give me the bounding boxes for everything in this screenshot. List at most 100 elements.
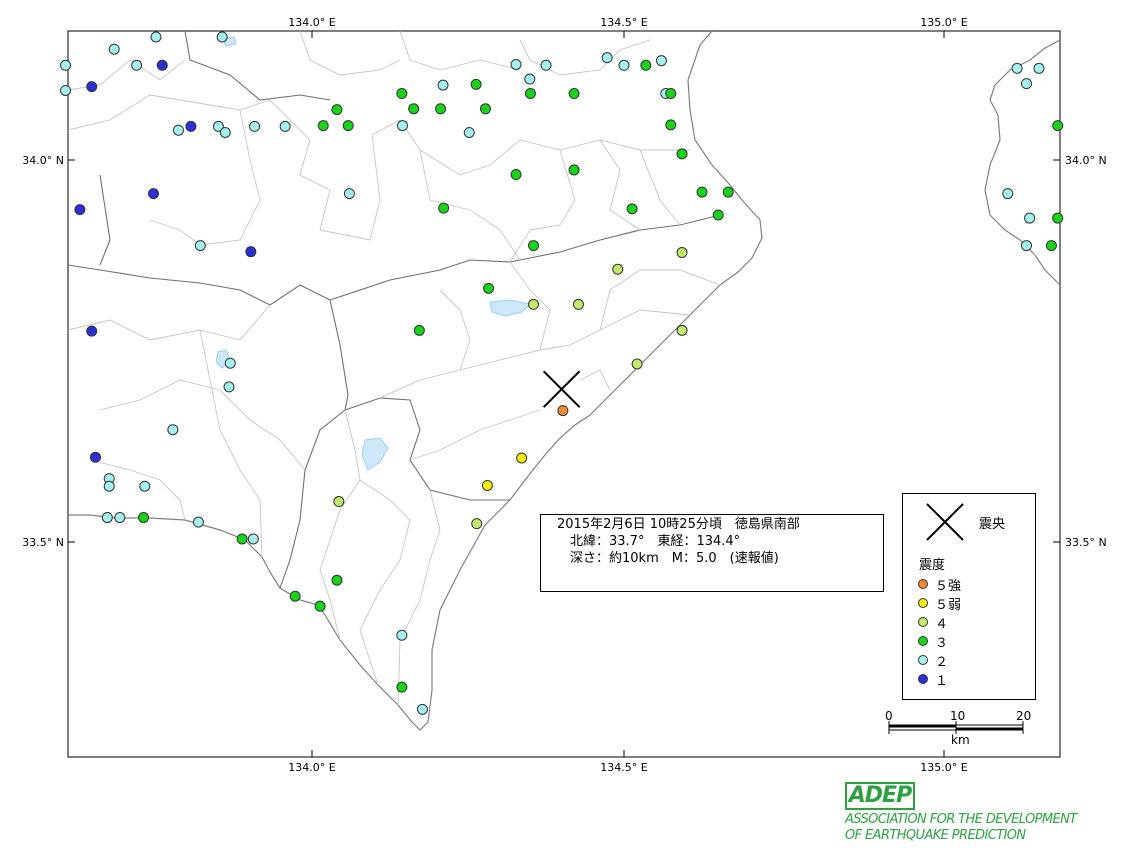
station-marker-intensity-1 <box>74 204 86 216</box>
epicenter-marker <box>542 370 581 408</box>
scale-unit: km <box>951 733 970 747</box>
intensity-dot-icon <box>918 579 928 589</box>
epicenter-legend-icon <box>926 503 964 541</box>
scale-tick-20: 20 <box>1016 709 1032 723</box>
adep-name-line2: OF EARTHQUAKE PREDICTION <box>845 828 1026 843</box>
adep-logo: ADEP <box>845 782 915 810</box>
intensity-dot-icon <box>918 598 928 608</box>
legend-label: ５強 <box>935 578 962 594</box>
legend-label: １ <box>935 673 949 689</box>
info-datetime-region: 2015年2月6日 10時25分頃 徳島県南部 <box>557 517 800 532</box>
station-marker-intensity-2 <box>1020 78 1032 90</box>
station-marker-intensity-2 <box>103 480 115 492</box>
station-marker-intensity-2 <box>60 84 72 96</box>
legend-item-4: ４ <box>918 614 949 632</box>
station-marker-intensity-3 <box>676 148 688 160</box>
station-marker-intensity-3 <box>722 186 734 198</box>
station-marker-intensity-2 <box>101 512 113 524</box>
station-marker-intensity-3 <box>435 103 447 115</box>
station-marker-intensity-2 <box>1024 212 1036 224</box>
station-marker-intensity-4 <box>676 324 688 336</box>
station-marker-intensity-1 <box>86 81 98 93</box>
station-marker-intensity-3 <box>712 209 724 221</box>
station-marker-intensity-3 <box>696 186 708 198</box>
station-marker-intensity-5-lower <box>516 452 528 464</box>
station-marker-intensity-2 <box>524 73 536 85</box>
station-marker-intensity-3 <box>1052 212 1064 224</box>
station-marker-intensity-3 <box>640 59 652 71</box>
legend-item-1: １ <box>918 671 949 689</box>
station-marker-intensity-2 <box>437 79 449 91</box>
station-marker-intensity-3 <box>528 240 540 252</box>
station-marker-intensity-2 <box>416 703 428 715</box>
station-marker-intensity-4 <box>471 518 483 530</box>
station-marker-intensity-3 <box>479 103 491 115</box>
station-marker-intensity-2 <box>216 31 228 43</box>
station-marker-intensity-3 <box>1052 120 1064 132</box>
intensity-dot-icon <box>918 655 928 665</box>
station-marker-intensity-4 <box>612 263 624 275</box>
lake <box>489 299 532 317</box>
station-marker-intensity-3 <box>510 169 522 181</box>
legend-item-2: ２ <box>918 652 948 670</box>
intensity-dot-icon <box>918 617 928 627</box>
station-marker-intensity-4 <box>676 246 688 258</box>
station-marker-intensity-4 <box>631 358 643 370</box>
bottom-tick-134-5: 134.5° E <box>600 761 647 774</box>
station-marker-intensity-2 <box>194 240 206 252</box>
legend-item-3: ３ <box>918 633 948 651</box>
station-marker-intensity-5-lower <box>481 479 493 491</box>
legend-item-5-lower: ５弱 <box>918 595 962 613</box>
station-marker-intensity-2 <box>463 126 475 138</box>
station-marker-intensity-3 <box>626 203 638 215</box>
station-marker-intensity-3 <box>438 202 450 214</box>
station-marker-intensity-3 <box>470 78 482 90</box>
station-marker-intensity-2 <box>1033 62 1045 74</box>
intensity-legend: 震央 震度 ５強 ５弱 ４ ３ ２ １ <box>902 493 1036 700</box>
info-depth-magnitude: 深さ：約10km M：5.0 (速報値) <box>557 551 779 566</box>
station-marker-intensity-3 <box>138 512 150 524</box>
station-marker-intensity-2 <box>279 120 291 132</box>
right-tick-34-0: 34.0° N <box>1065 154 1107 167</box>
station-marker-intensity-2 <box>224 357 236 369</box>
station-marker-intensity-3 <box>289 590 301 602</box>
station-marker-intensity-3 <box>314 600 326 612</box>
legend-item-5-upper: ５強 <box>918 576 962 594</box>
station-marker-intensity-4 <box>333 496 345 508</box>
station-marker-intensity-1 <box>89 451 101 463</box>
legend-label: ５弱 <box>935 597 962 613</box>
legend-title: 震度 <box>919 558 946 573</box>
station-marker-intensity-2 <box>223 381 235 393</box>
station-marker-intensity-3 <box>483 282 495 294</box>
station-markers <box>60 31 1064 715</box>
station-marker-intensity-3 <box>396 88 408 100</box>
station-marker-intensity-2 <box>114 512 126 524</box>
legend-epicenter-label: 震央 <box>979 517 1006 532</box>
station-marker-intensity-3 <box>665 119 677 131</box>
station-marker-intensity-1 <box>185 120 197 132</box>
legend-label: ４ <box>935 616 949 632</box>
station-marker-intensity-2 <box>139 480 151 492</box>
intensity-dot-icon <box>918 636 928 646</box>
station-marker-intensity-2 <box>192 516 204 528</box>
station-marker-intensity-3 <box>665 88 677 100</box>
station-marker-intensity-2 <box>540 59 552 71</box>
station-marker-intensity-2 <box>396 120 408 132</box>
station-marker-intensity-3 <box>568 88 580 100</box>
station-marker-intensity-2 <box>343 188 355 200</box>
station-marker-intensity-4 <box>528 298 540 310</box>
station-marker-intensity-3 <box>408 103 420 115</box>
station-marker-intensity-5-upper <box>557 405 569 417</box>
station-marker-intensity-2 <box>618 59 630 71</box>
intensity-dot-icon <box>918 674 928 684</box>
station-marker-intensity-2 <box>60 59 72 71</box>
bottom-tick-135-0: 135.0° E <box>920 761 967 774</box>
left-tick-33-5: 33.5° N <box>22 536 64 549</box>
station-marker-intensity-2 <box>1011 62 1023 74</box>
station-marker-intensity-2 <box>108 43 120 55</box>
station-marker-intensity-3 <box>568 164 580 176</box>
station-marker-intensity-3 <box>331 574 343 586</box>
station-marker-intensity-2 <box>601 52 613 64</box>
top-tick-135-0: 135.0° E <box>920 16 967 29</box>
